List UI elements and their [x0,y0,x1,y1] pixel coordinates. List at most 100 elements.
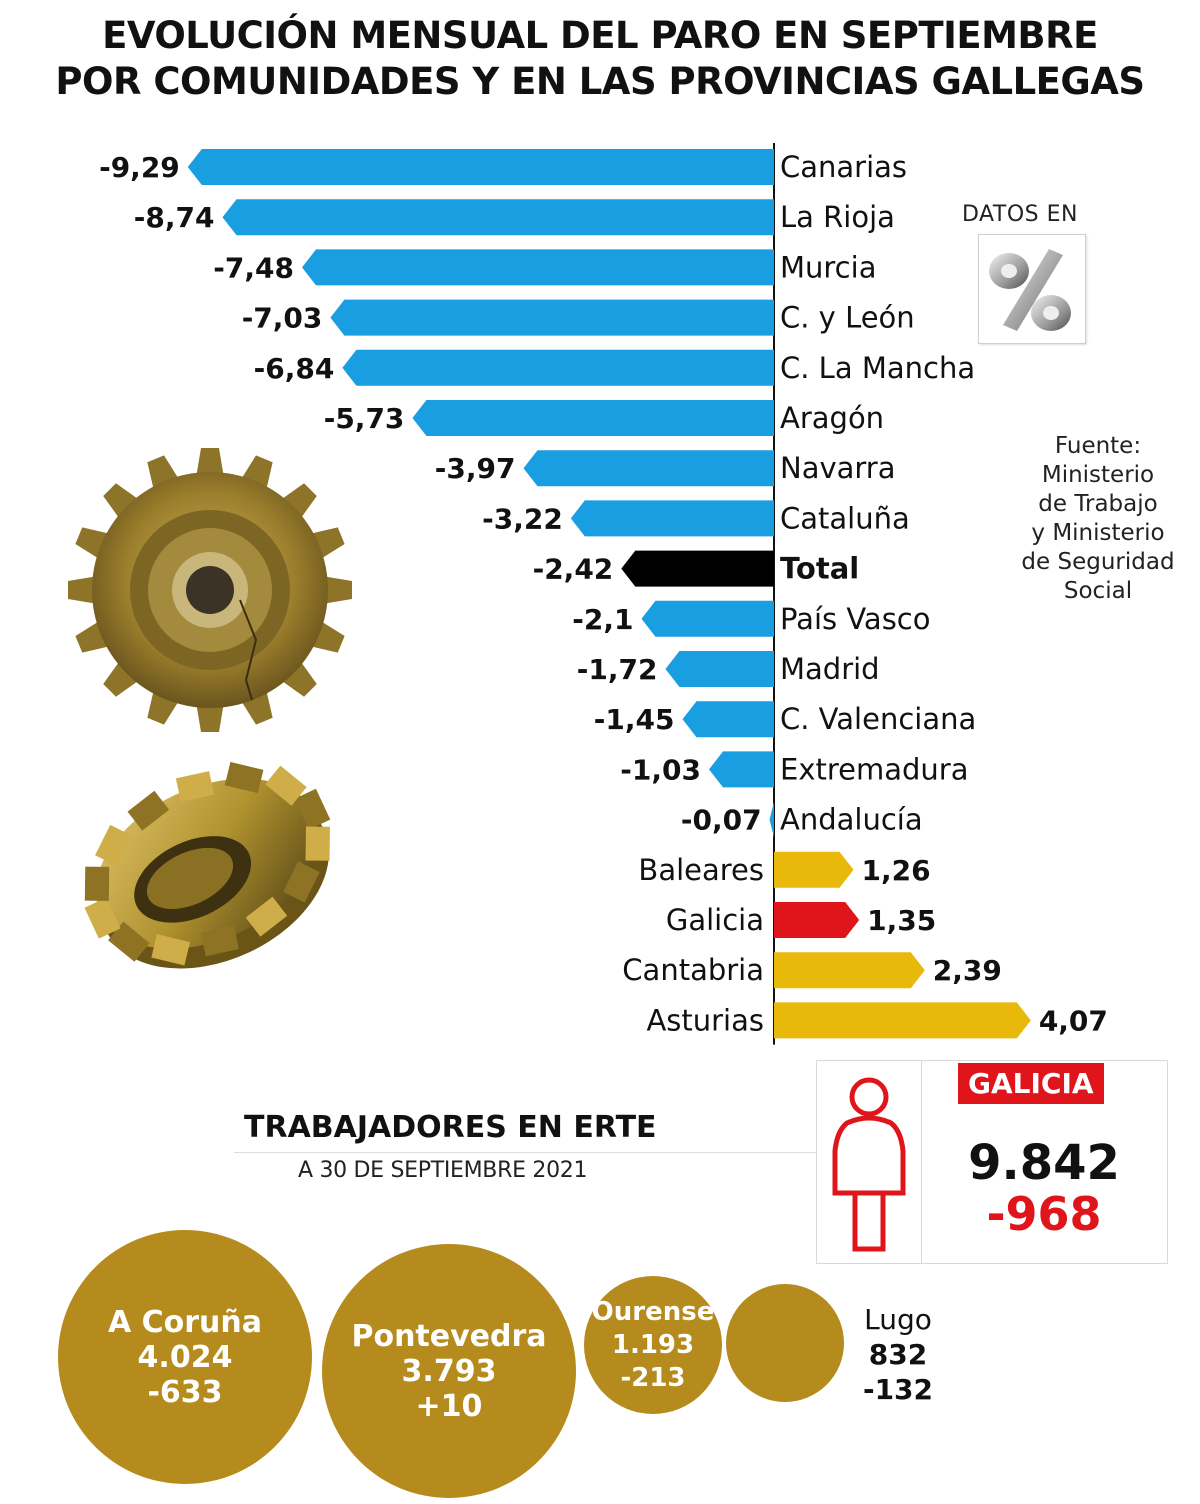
galicia-erte-panel: GALICIA 9.842 -968 [816,1060,1168,1264]
gear-tooth [322,576,352,604]
category-label: Andalucía [780,803,923,837]
bubble-pontevedra: Pontevedra 3.793 +10 [322,1244,576,1498]
galicia-erte-change: -968 [986,1187,1102,1241]
province-value: 1.193 [611,1329,695,1360]
bar [222,199,775,236]
value-label: -2,1 [572,603,633,636]
value-label: 1,26 [862,854,931,887]
gear-tooth [245,896,288,937]
value-label: -3,97 [435,452,516,485]
gear-tooth [175,771,215,802]
category-label: C. Valenciana [780,702,976,736]
bar [523,450,774,487]
source-line: Fuente: [1054,433,1142,459]
person-icon [832,1077,906,1252]
bubble-ourense: Ourense 1.193 -213 [584,1276,722,1414]
category-label: C. y León [780,301,915,335]
gear-tooth [84,897,121,939]
gear-tooth [294,788,331,830]
gear-tooth [305,826,330,861]
value-label: -3,22 [482,502,563,535]
value-label: -8,74 [134,201,215,234]
value-label: -1,45 [594,703,675,736]
gear-tooth [151,934,191,966]
category-label: Canarias [780,150,907,184]
gear-tooth [68,576,98,604]
category-label: Murcia [780,250,876,284]
bar [187,149,774,185]
bar [665,651,774,687]
category-label: País Vasco [780,602,931,636]
province-value: 4.024 [137,1339,233,1375]
value-label: -7,03 [242,302,323,335]
gear-tooth [108,921,150,962]
province-name: Ourense [591,1296,715,1327]
bar [621,550,774,587]
gear-tooth [103,483,141,521]
bubble-lugo [726,1284,844,1402]
category-label: Cataluña [780,501,910,535]
province-name: Pontevedra [351,1318,547,1354]
category-label: Aragón [780,401,884,435]
value-label: 4,07 [1039,1004,1108,1037]
source-note: Fuente: Ministerio de Trabajo y Minister… [1018,432,1178,606]
source-line: Social [1063,578,1133,604]
province-change: -633 [147,1374,223,1410]
value-label: -9,29 [99,151,180,184]
divider [234,1152,816,1153]
bar [774,1002,1031,1039]
province-change: -132 [862,1373,934,1406]
bar [774,952,925,989]
value-label: 2,39 [933,954,1002,987]
erte-subtitle: A 30 DE SEPTIEMBRE 2021 [298,1158,588,1183]
gear-top-icon [68,448,352,732]
province-name: A Coruña [107,1304,263,1340]
source-line: de Seguridad [1021,549,1175,575]
category-label: Extremadura [780,752,969,786]
source-line: de Trabajo [1038,491,1158,517]
category-label: Galicia [666,903,764,937]
value-label: 1,35 [867,904,936,937]
gear-tooth [265,765,307,806]
gear-tooth [103,659,141,697]
province-change: -213 [620,1362,686,1393]
chart-title-line-1: EVOLUCIÓN MENSUAL DEL PARO EN SEPTIEMBRE [102,14,1098,57]
bar [412,400,774,436]
value-label: -6,84 [254,352,335,385]
value-label: -0,07 [681,804,762,837]
galicia-tag: GALICIA [958,1063,1104,1104]
category-label: Total [780,552,859,586]
gear-tooth [196,702,224,732]
value-label: -1,72 [577,653,658,686]
category-label: C. La Mancha [780,351,975,385]
bar [709,751,774,788]
divider [921,1061,922,1263]
gear-tooth [279,659,317,697]
gear-tooth [84,866,110,901]
category-label: Navarra [780,451,896,485]
bar [342,349,774,386]
province-change: +10 [415,1388,483,1424]
source-line: Ministerio [1041,462,1155,488]
gear-tooth [127,790,170,831]
bar [302,249,774,286]
bar [682,701,774,738]
category-label: Asturias [646,1003,764,1037]
bar [330,299,774,336]
value-label: -2,42 [533,553,614,586]
gear-tooth [95,824,132,866]
gear-bottom-icon [84,761,331,969]
gear-tooth [283,861,320,903]
category-label: Baleares [638,853,764,887]
gear-tooth [279,483,317,521]
bar [769,801,774,838]
value-label: -1,03 [620,753,701,786]
province-name: Lugo [864,1303,932,1336]
units-caption: DATOS EN [962,202,1078,227]
bar [570,500,774,537]
lugo-label: Lugo 832 -132 [848,1302,948,1407]
erte-title: TRABAJADORES EN ERTE [244,1110,657,1145]
province-value: 832 [868,1338,928,1371]
